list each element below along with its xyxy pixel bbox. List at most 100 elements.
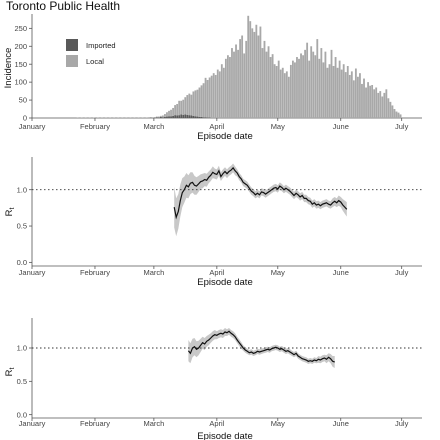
- bar-local: [200, 85, 203, 117]
- bar-imported: [190, 115, 193, 118]
- bar-local: [265, 51, 268, 118]
- bar-imported: [155, 117, 158, 118]
- bar-local: [178, 100, 181, 116]
- y-tick-label: 150: [14, 60, 27, 69]
- x-axis-label: Episode date: [197, 131, 252, 142]
- bar-local: [168, 110, 170, 117]
- bar-local: [241, 35, 244, 118]
- bar-imported: [186, 114, 189, 118]
- x-tick-label: May: [271, 268, 285, 277]
- bar-local: [352, 80, 355, 118]
- bar-local: [330, 49, 333, 118]
- bar-local: [375, 87, 378, 118]
- bar-local: [365, 87, 367, 118]
- bar-local: [318, 58, 321, 118]
- bar-local: [273, 64, 276, 118]
- bar-imported: [164, 116, 166, 118]
- x-tick-label: June: [333, 268, 349, 277]
- bar-local: [340, 69, 343, 118]
- bar-local: [354, 68, 357, 118]
- bar-imported: [174, 115, 177, 118]
- bar-local: [298, 58, 300, 118]
- x-tick-label: July: [395, 122, 409, 131]
- y-axis-label: Rt: [4, 208, 16, 217]
- bar-local: [239, 39, 242, 118]
- bar-local: [255, 24, 258, 118]
- x-tick-label: June: [333, 122, 349, 131]
- bar-local: [182, 99, 185, 115]
- bar-local: [289, 64, 292, 118]
- x-tick-label: July: [395, 419, 409, 428]
- bar-local: [379, 91, 382, 118]
- bar-local: [172, 107, 174, 116]
- bar-local: [245, 40, 248, 118]
- bar-imported: [178, 115, 181, 118]
- bar-local: [253, 31, 256, 119]
- bar-local: [338, 60, 341, 118]
- y-tick-label: 1.0: [17, 344, 27, 353]
- legend: Imported Local: [66, 39, 116, 67]
- bar-local: [281, 67, 284, 118]
- bar-local: [180, 100, 183, 115]
- bar-local: [334, 57, 337, 118]
- confidence-band: [174, 163, 347, 237]
- bar-local: [361, 83, 363, 118]
- x-tick-label: February: [80, 122, 110, 131]
- bar-local: [190, 94, 193, 116]
- bar-local: [227, 55, 229, 118]
- svg-text:Rt: Rt: [4, 208, 16, 217]
- bar-local: [369, 85, 372, 118]
- y-tick-label: 250: [14, 24, 27, 33]
- bar-local: [218, 71, 221, 118]
- bar-local: [399, 114, 402, 118]
- bar-local: [348, 74, 351, 118]
- chart-title: Toronto Public Health: [6, 0, 120, 13]
- x-tick-label: May: [271, 419, 285, 428]
- bar-local: [381, 96, 384, 118]
- bar-imported: [204, 117, 207, 118]
- bar-local: [206, 79, 209, 118]
- x-tick-label: March: [143, 122, 164, 131]
- bar-imported: [200, 116, 203, 118]
- bar-local: [231, 48, 233, 118]
- bar-local: [157, 116, 160, 118]
- bar-local: [216, 69, 219, 118]
- bar-local: [383, 92, 386, 118]
- bar-local: [294, 62, 296, 118]
- svg-text:Rt: Rt: [4, 368, 16, 377]
- bar-local: [277, 60, 280, 118]
- bar-local: [208, 77, 211, 118]
- bar-imported: [159, 116, 162, 118]
- bar-local: [350, 71, 353, 118]
- bar-local: [261, 48, 264, 118]
- bar-imported: [166, 116, 168, 118]
- bar-local: [194, 90, 197, 117]
- bar-local: [344, 72, 347, 118]
- bar-imported: [196, 116, 199, 118]
- bar-local: [263, 40, 266, 118]
- bar-local: [373, 89, 376, 118]
- x-tick-label: February: [80, 268, 110, 277]
- legend-swatch-imported: [66, 39, 78, 51]
- bar-local: [259, 26, 262, 118]
- bar-local: [271, 54, 274, 118]
- bar-local: [346, 66, 349, 118]
- bar-local: [198, 87, 201, 117]
- bar-local: [371, 85, 374, 118]
- bar-imported: [182, 114, 185, 118]
- bar-local: [310, 46, 313, 118]
- bar-imported: [194, 116, 197, 118]
- legend-swatch-local: [66, 55, 78, 67]
- x-tick-label: April: [209, 268, 224, 277]
- bar-local: [320, 48, 323, 118]
- y-tick-label: 1.0: [17, 185, 27, 194]
- x-tick-label: January: [19, 268, 46, 277]
- bar-local: [342, 64, 345, 118]
- bar-local: [210, 75, 213, 118]
- y-tick-label: 0: [23, 114, 27, 123]
- bar-local: [188, 93, 191, 116]
- bar-local: [391, 105, 394, 118]
- bar-local: [176, 104, 179, 116]
- bar-local: [220, 64, 223, 118]
